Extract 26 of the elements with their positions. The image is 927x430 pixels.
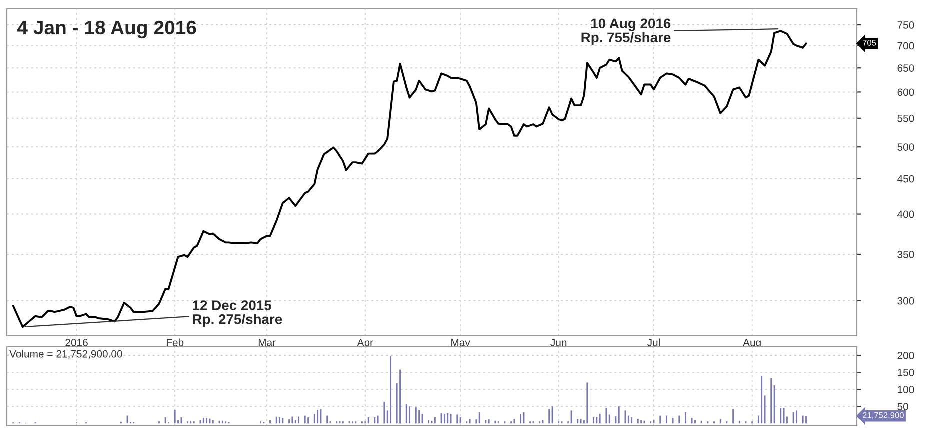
annotation: 10 Aug 2016 Rp. 755/share — [582, 18, 671, 46]
x-tick-label: Feb — [166, 338, 184, 346]
x-tick-label: 2016 — [66, 339, 88, 346]
y-tick-label: 350 — [898, 251, 914, 258]
y-tick-label: 50 — [898, 403, 908, 410]
text: 4 Jan - 18 Aug 2016 — [17, 20, 196, 39]
y-tick-label: 400 — [898, 210, 914, 218]
x-tick-label: Jun — [550, 339, 567, 346]
y-tick-label: 500 — [898, 144, 914, 151]
y-tick-label: 650 — [898, 64, 914, 72]
x-tick-label: Jul — [648, 338, 660, 346]
x-tick-label: May — [452, 339, 470, 348]
y-tick-label: 450 — [898, 175, 914, 183]
y-tick-label: 100 — [898, 386, 914, 394]
y-tick-label: 700 — [898, 42, 914, 50]
y-tick-label: 750 — [898, 22, 914, 29]
text: 21,752,900 — [862, 412, 904, 420]
y-tick-label: 550 — [898, 114, 914, 122]
y-tick-label: 300 — [898, 297, 914, 305]
text: 705 — [862, 40, 876, 46]
x-tick-label: Mar — [258, 339, 276, 346]
y-tick-label: 600 — [898, 88, 914, 96]
y-tick-label: 150 — [898, 369, 914, 376]
y-tick-label: 200 — [898, 352, 914, 360]
annotation: 12 Dec 2015 Rp. 275/share — [193, 300, 282, 328]
annotation: Volume = 21,752,900.00 — [10, 350, 122, 360]
